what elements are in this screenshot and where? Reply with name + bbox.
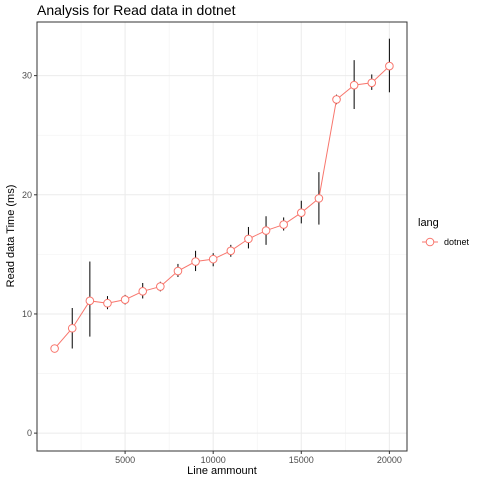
legend-label-dotnet: dotnet bbox=[444, 237, 470, 247]
legend-title: lang bbox=[418, 217, 439, 229]
y-tick-label: 0 bbox=[27, 428, 32, 438]
data-point bbox=[120, 295, 130, 304]
data-point bbox=[67, 323, 77, 333]
x-axis-ticks: 5000 10000 15000 20000 bbox=[115, 451, 402, 465]
data-point bbox=[385, 61, 394, 71]
data-point bbox=[103, 298, 112, 308]
data-point bbox=[173, 266, 183, 276]
x-tick-label: 20000 bbox=[377, 455, 402, 465]
data-point bbox=[191, 257, 200, 266]
x-tick-label: 5000 bbox=[115, 455, 135, 465]
series-points-dotnet bbox=[50, 61, 394, 353]
data-point bbox=[296, 208, 306, 217]
data-point bbox=[261, 226, 271, 235]
x-axis-title: Line ammount bbox=[187, 465, 257, 477]
chart-title: Analysis for Read data in dotnet bbox=[37, 2, 236, 18]
x-tick-label: 10000 bbox=[201, 455, 226, 465]
data-point bbox=[332, 95, 341, 104]
x-tick-label: 15000 bbox=[289, 455, 314, 465]
data-point bbox=[50, 344, 59, 353]
plot-panel bbox=[36, 21, 408, 452]
y-axis-title: Read data Time (ms) bbox=[5, 185, 17, 288]
data-point bbox=[244, 234, 253, 244]
data-point bbox=[314, 194, 324, 203]
grid-major bbox=[37, 22, 407, 451]
legend: lang dotnet bbox=[418, 217, 470, 247]
y-tick-label: 20 bbox=[22, 190, 32, 200]
y-axis-ticks: 0 10 20 30 bbox=[22, 71, 37, 438]
data-point bbox=[208, 254, 218, 264]
data-point bbox=[156, 282, 165, 291]
data-point bbox=[279, 220, 288, 229]
data-point bbox=[138, 287, 148, 296]
data-point bbox=[349, 80, 359, 90]
legend-key-point bbox=[425, 237, 435, 247]
data-point bbox=[226, 246, 236, 256]
y-tick-label: 30 bbox=[22, 71, 32, 81]
y-tick-label: 10 bbox=[22, 309, 32, 319]
data-point bbox=[367, 78, 377, 88]
panel-border bbox=[36, 21, 408, 452]
data-point bbox=[85, 296, 95, 306]
grid-minor bbox=[37, 22, 407, 451]
